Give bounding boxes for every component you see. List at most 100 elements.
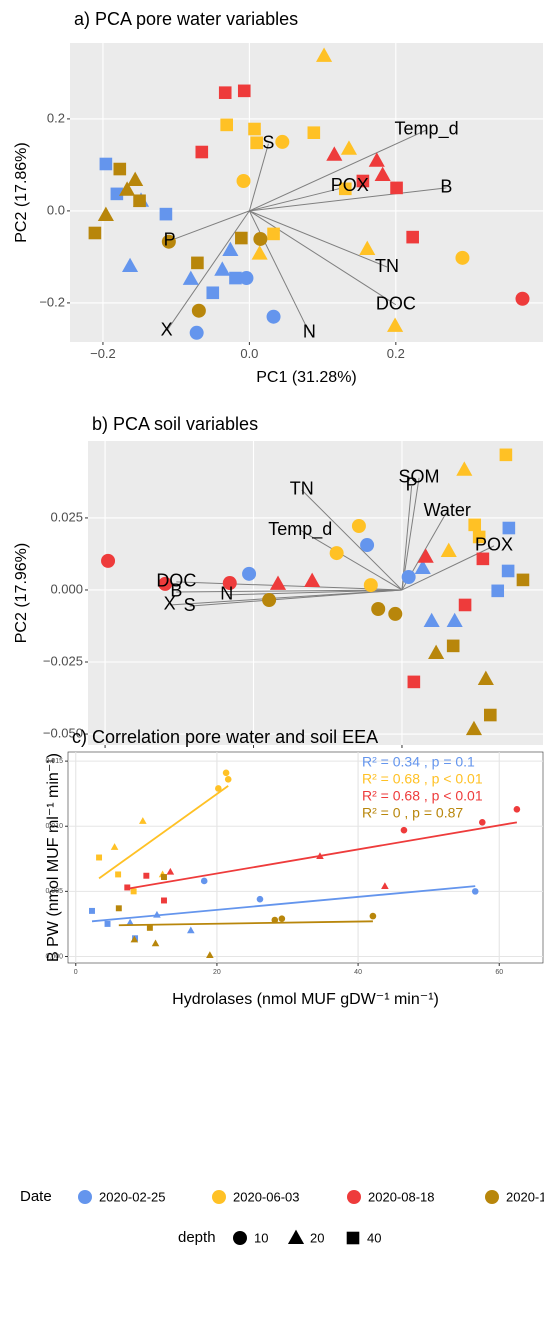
point xyxy=(400,826,408,834)
loading-arrow xyxy=(248,143,269,212)
plot-background xyxy=(88,441,543,745)
loading-label: POX xyxy=(475,535,513,555)
point xyxy=(143,872,150,879)
legend-key xyxy=(347,1190,361,1204)
y-tick-label: −0.025 xyxy=(43,653,83,668)
loading-arrow xyxy=(176,581,402,591)
point xyxy=(446,639,460,653)
point xyxy=(127,171,144,187)
loading-arrow xyxy=(249,210,388,268)
y-tick-label: 0.010 xyxy=(45,823,63,830)
y-tick-label: 0.005 xyxy=(45,888,63,895)
point xyxy=(516,573,530,587)
point xyxy=(159,207,173,221)
loading-label: B xyxy=(440,177,452,197)
point xyxy=(267,227,280,241)
point xyxy=(407,675,421,689)
legend-label: 20 xyxy=(310,1230,324,1245)
point xyxy=(316,47,333,62)
point xyxy=(417,548,434,563)
point xyxy=(126,918,134,926)
loading-label: B xyxy=(170,581,182,601)
point xyxy=(513,806,521,813)
fit-line xyxy=(91,885,476,923)
loading-arrow xyxy=(249,187,447,212)
point xyxy=(477,670,494,685)
loading-label: P xyxy=(164,230,176,250)
point xyxy=(465,720,483,736)
point xyxy=(468,518,482,532)
point xyxy=(115,905,122,912)
legend-label: 10 xyxy=(254,1230,268,1245)
legend-label: 2020-12-02 xyxy=(506,1189,544,1204)
point xyxy=(387,317,404,332)
point xyxy=(236,174,251,188)
point xyxy=(130,888,137,895)
legend-label: 2020-08-18 xyxy=(368,1189,435,1204)
point xyxy=(119,181,136,196)
point xyxy=(476,552,490,566)
point xyxy=(388,606,403,621)
point xyxy=(271,916,279,924)
loading-label: TN xyxy=(375,256,399,276)
point xyxy=(351,519,366,534)
x-tick-label: 0.2 xyxy=(387,346,405,361)
point xyxy=(222,241,239,256)
point xyxy=(275,134,290,149)
point xyxy=(139,817,147,824)
point xyxy=(161,234,176,249)
x-tick-label: 40 xyxy=(354,969,362,976)
fit-line xyxy=(98,785,229,880)
point xyxy=(110,843,119,850)
y-tick-label: 0.0 xyxy=(47,202,65,217)
chart-title: a) PCA pore water variables xyxy=(74,9,298,29)
point xyxy=(229,271,242,285)
plot-background xyxy=(70,43,543,342)
y-tick-label: −0.2 xyxy=(39,294,65,309)
point xyxy=(363,578,378,593)
fit-annotation: R² = 0.68 , p < 0.01 xyxy=(362,788,483,804)
point xyxy=(242,566,257,581)
point xyxy=(499,448,513,462)
point xyxy=(151,939,160,947)
point xyxy=(381,882,389,889)
y-tick-label: 0.2 xyxy=(47,110,65,125)
x-tick-label: 0 xyxy=(74,969,78,976)
point xyxy=(251,245,268,260)
point xyxy=(235,231,248,245)
point xyxy=(215,785,222,792)
point xyxy=(110,187,124,201)
point xyxy=(472,530,486,544)
chart-title: b) PCA soil variables xyxy=(92,414,258,434)
loading-label: Water xyxy=(424,500,471,520)
loading-label: N xyxy=(303,322,316,342)
x-tick-label: −0.2 xyxy=(90,346,116,361)
point xyxy=(359,240,376,256)
loading-arrow xyxy=(166,210,250,332)
point xyxy=(89,907,95,914)
point xyxy=(88,226,102,240)
point xyxy=(278,915,286,923)
loading-arrow xyxy=(176,589,402,593)
point xyxy=(248,122,261,136)
legend-label: 40 xyxy=(367,1230,381,1245)
loading-arrow xyxy=(300,529,403,591)
loading-arrow xyxy=(249,185,350,212)
loading-label: Temp_d xyxy=(395,119,459,140)
point xyxy=(304,572,321,587)
legend-title: depth xyxy=(178,1229,216,1246)
loading-arrow xyxy=(248,210,310,334)
point xyxy=(253,231,268,246)
point xyxy=(368,152,385,167)
point xyxy=(161,874,167,881)
y-tick-label: 0.015 xyxy=(45,758,63,765)
legend-key xyxy=(78,1190,92,1204)
point xyxy=(307,126,321,139)
point xyxy=(428,644,445,660)
loading-label: S xyxy=(184,595,196,615)
point xyxy=(182,270,199,285)
fit-line xyxy=(118,920,373,927)
point xyxy=(250,136,264,150)
